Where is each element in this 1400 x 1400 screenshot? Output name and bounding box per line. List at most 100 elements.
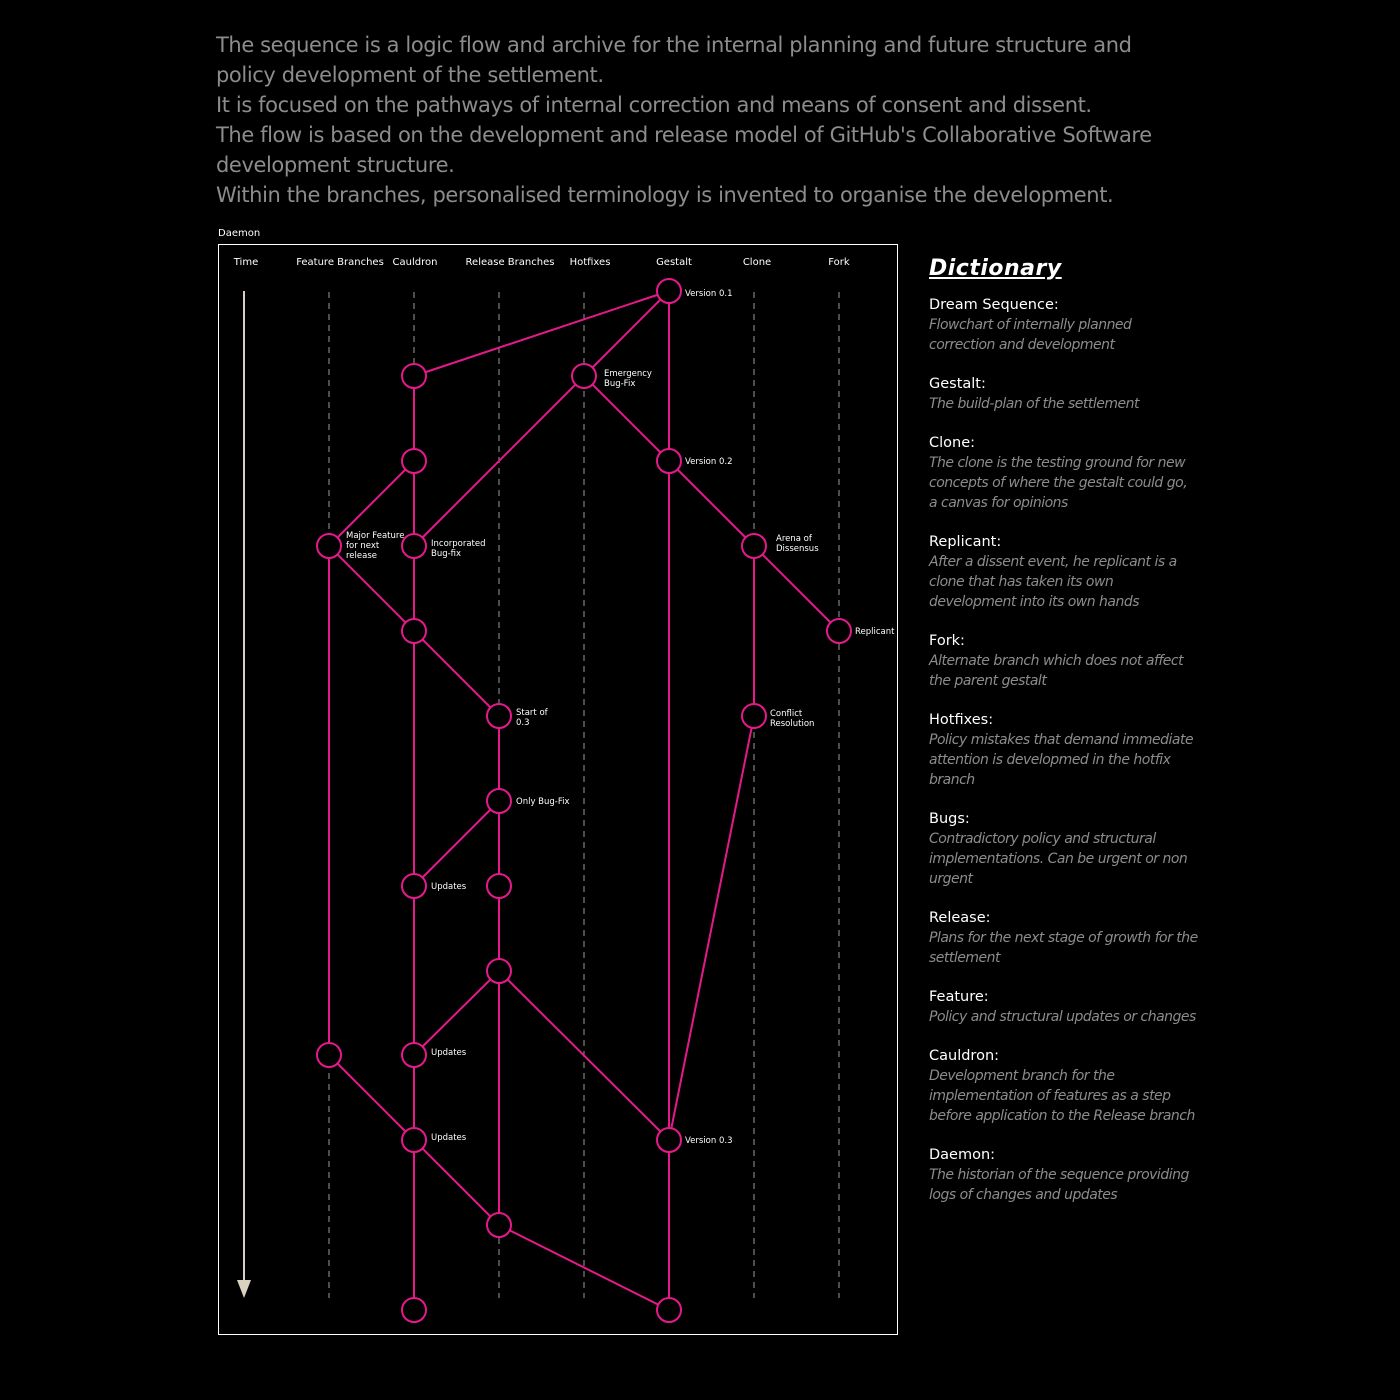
flow-node bbox=[656, 1127, 682, 1153]
node-label: for next bbox=[346, 541, 380, 551]
dictionary-term: Clone: bbox=[929, 435, 976, 451]
flow-node bbox=[486, 958, 512, 984]
diagram-frame bbox=[218, 244, 898, 1335]
flow-node bbox=[316, 1042, 342, 1068]
flow-edge bbox=[498, 970, 670, 1141]
node-label: Version 0.2 bbox=[685, 457, 732, 467]
dictionary-entry: Bugs: Contradictory policy and structural… bbox=[929, 809, 1199, 889]
flow-node bbox=[656, 278, 682, 304]
intro-paragraph: The sequence is a logic flow and archive… bbox=[216, 33, 1132, 87]
dictionary-title: Dictionary bbox=[929, 256, 1062, 281]
time-arrow-head bbox=[237, 1280, 251, 1298]
dictionary-entry: Cauldron: Development branch for the impl… bbox=[929, 1046, 1199, 1126]
flow-edge bbox=[583, 375, 670, 462]
dictionary-entry: Clone: The clone is the testing ground fo… bbox=[929, 433, 1199, 513]
dictionary-entry: Replicant: After a dissent event, he repl… bbox=[929, 532, 1199, 612]
dictionary-term: Feature: bbox=[929, 989, 989, 1005]
column-header: Clone bbox=[743, 257, 771, 268]
flow-edge bbox=[413, 375, 585, 547]
flow-edge bbox=[583, 290, 670, 377]
daemon-frame-label: Daemon bbox=[218, 228, 261, 239]
node-label: Version 0.3 bbox=[685, 1136, 732, 1146]
node-label: Dissensus bbox=[776, 544, 819, 554]
node-label: Start of bbox=[516, 708, 549, 718]
dictionary-term: Gestalt: bbox=[929, 376, 986, 392]
dictionary-entry: Fork: Alternate branch which does not aff… bbox=[929, 631, 1199, 691]
dictionary-entries: Dream Sequence: Flowchart of internally p… bbox=[929, 295, 1199, 1205]
flow-node bbox=[741, 703, 767, 729]
dictionary-term: Fork: bbox=[929, 633, 965, 649]
node-label: Bug-fix bbox=[431, 549, 461, 559]
flow-node bbox=[401, 618, 427, 644]
flow-node bbox=[486, 873, 512, 899]
dictionary-entry: Feature: Policy and structural updates or… bbox=[929, 987, 1199, 1027]
dictionary-definition: The clone is the testing ground for new … bbox=[929, 455, 1188, 511]
intro-paragraph: It is focused on the pathways of interna… bbox=[216, 93, 1092, 117]
flow-edge bbox=[753, 545, 840, 632]
flow-node bbox=[826, 618, 852, 644]
dictionary-term: Dream Sequence: bbox=[929, 297, 1059, 313]
intro-text: The sequence is a logic flow and archive… bbox=[216, 30, 1176, 210]
flow-edge bbox=[498, 1224, 670, 1311]
flow-node bbox=[401, 448, 427, 474]
dictionary-term: Release: bbox=[929, 910, 991, 926]
dictionary-term: Daemon: bbox=[929, 1147, 996, 1163]
dictionary-definition: Contradictory policy and structural impl… bbox=[929, 831, 1188, 887]
node-label: Updates bbox=[431, 1133, 467, 1143]
dictionary-entry: Hotfixes: Policy mistakes that demand imm… bbox=[929, 710, 1199, 790]
node-label: release bbox=[346, 551, 377, 561]
node-label: Emergency bbox=[604, 369, 652, 379]
column-header: Gestalt bbox=[656, 257, 692, 268]
node-label: Replicant bbox=[855, 627, 895, 637]
node-label: Conflict bbox=[770, 709, 803, 719]
flow-edge bbox=[413, 1139, 500, 1226]
flow-node bbox=[401, 1042, 427, 1068]
node-label: Only Bug-Fix bbox=[516, 797, 570, 807]
dictionary-entry: Release: Plans for the next stage of grow… bbox=[929, 908, 1199, 968]
node-label: Incorporated bbox=[431, 539, 486, 549]
flow-nodes bbox=[316, 278, 852, 1323]
flow-node bbox=[741, 533, 767, 559]
dictionary-definition: Plans for the next stage of growth for t… bbox=[929, 930, 1198, 966]
dictionary-definition: Policy mistakes that demand immediate at… bbox=[929, 732, 1194, 788]
flow-node bbox=[401, 533, 427, 559]
node-label: Updates bbox=[431, 882, 467, 892]
flow-edge bbox=[668, 460, 755, 547]
dictionary-entry: Dream Sequence: Flowchart of internally p… bbox=[929, 295, 1199, 355]
flow-node bbox=[401, 363, 427, 389]
intro-paragraph: Within the branches, personalised termin… bbox=[216, 183, 1114, 207]
flow-node bbox=[316, 533, 342, 559]
node-label: Updates bbox=[431, 1048, 467, 1058]
node-label: Major Feature bbox=[346, 531, 404, 541]
flow-edges bbox=[328, 290, 840, 1311]
flow-edge bbox=[328, 545, 415, 632]
column-header: Release Branches bbox=[466, 257, 555, 268]
flow-edge bbox=[328, 460, 415, 547]
time-arrow bbox=[237, 291, 251, 1298]
dictionary-definition: The build-plan of the settlement bbox=[929, 396, 1140, 412]
node-label: Version 0.1 bbox=[685, 289, 732, 299]
dictionary-term: Cauldron: bbox=[929, 1048, 1000, 1064]
dictionary-entry: Daemon: The historian of the sequence pro… bbox=[929, 1145, 1199, 1205]
dictionary-panel: Dictionary Dream Sequence: Flowchart of i… bbox=[929, 256, 1199, 1224]
flow-node bbox=[656, 448, 682, 474]
flow-edge bbox=[413, 630, 500, 717]
flow-node bbox=[401, 1127, 427, 1153]
dictionary-term: Hotfixes: bbox=[929, 712, 994, 728]
flow-node bbox=[656, 1297, 682, 1323]
flow-node bbox=[486, 1212, 512, 1238]
dictionary-definition: Development branch for the implementatio… bbox=[929, 1068, 1195, 1124]
flow-node bbox=[486, 788, 512, 814]
dictionary-definition: Flowchart of internally planned correcti… bbox=[929, 317, 1132, 353]
flow-edge bbox=[668, 715, 755, 1141]
column-header: Hotfixes bbox=[570, 257, 611, 268]
node-label: Resolution bbox=[770, 719, 814, 729]
dictionary-definition: Policy and structural updates or changes bbox=[929, 1009, 1196, 1025]
column-header: Cauldron bbox=[393, 257, 438, 268]
column-header: Feature Branches bbox=[296, 257, 384, 268]
column-headers: Time Feature Branches Cauldron Release Bran… bbox=[233, 257, 850, 268]
flow-node bbox=[486, 703, 512, 729]
dictionary-term: Bugs: bbox=[929, 811, 970, 827]
node-label: Bug-Fix bbox=[604, 379, 635, 389]
